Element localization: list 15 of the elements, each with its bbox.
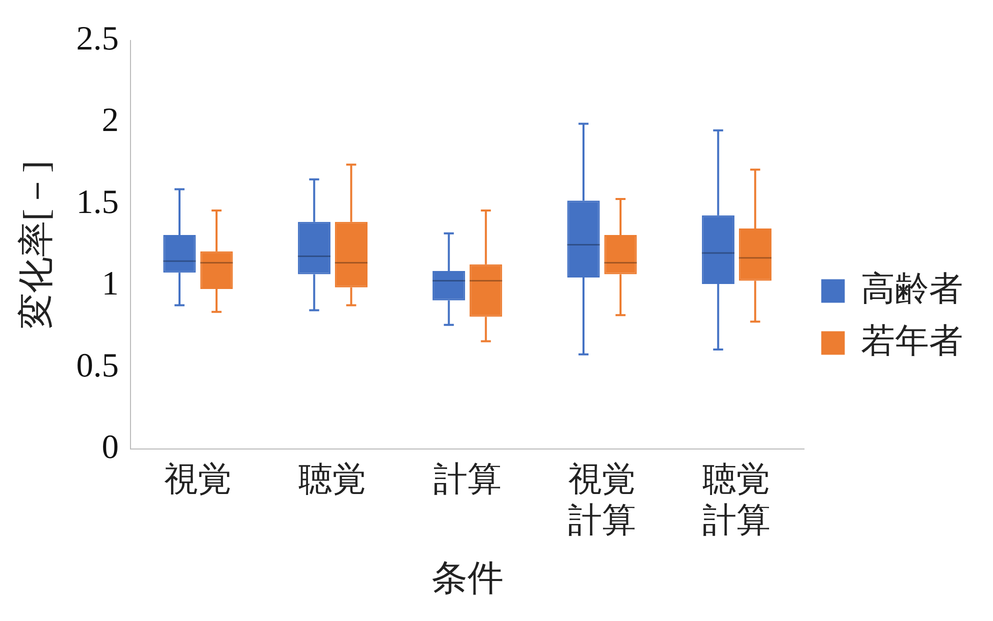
y-tick-label: 2.5	[76, 20, 119, 58]
x-tick-label: 聴覚 計算	[702, 462, 771, 540]
x-tick-label: 計算	[433, 462, 502, 499]
y-tick-label: 2	[102, 102, 119, 140]
y-tick-label: 1	[102, 266, 119, 303]
y-tick-label: 0	[102, 429, 119, 466]
x-tick-label: 視覚	[164, 462, 232, 499]
y-tick-label: 1.5	[76, 184, 119, 221]
x-tick-label: 聴覚	[298, 462, 367, 499]
x-tick-label: 視覚計算	[568, 462, 636, 540]
y-axis-title: 変化率[－]	[16, 160, 56, 329]
y-tick-label: 0.5	[76, 347, 119, 384]
legend-label: 高齢者	[861, 270, 963, 308]
legend-label: 若年者	[861, 322, 963, 360]
x-axis-title: 条件	[431, 558, 504, 598]
